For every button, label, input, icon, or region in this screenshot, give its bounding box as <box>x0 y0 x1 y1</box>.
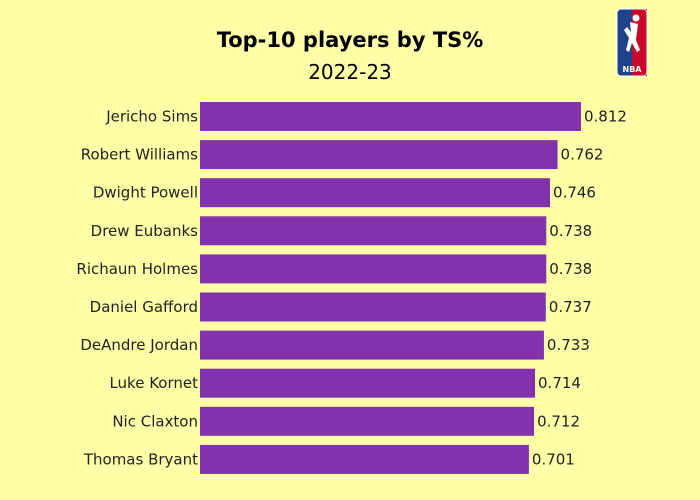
bar-5 <box>200 292 546 322</box>
nba-logo-icon: NBA <box>616 8 648 77</box>
value-label-7: 0.714 <box>538 374 581 392</box>
value-label-9: 0.701 <box>532 450 575 468</box>
category-label-9: Thomas Bryant <box>83 450 198 468</box>
category-label-1: Robert Williams <box>81 146 198 164</box>
nba-logo-text: NBA <box>623 65 643 74</box>
value-label-4: 0.738 <box>549 260 592 278</box>
category-label-6: DeAndre Jordan <box>80 336 198 354</box>
bar-8 <box>200 406 535 436</box>
value-label-3: 0.738 <box>549 222 592 240</box>
chart-title: Top-10 players by TS% <box>216 28 484 52</box>
value-label-6: 0.733 <box>547 336 590 354</box>
category-label-8: Nic Claxton <box>112 412 198 430</box>
bar-0 <box>200 102 581 131</box>
value-label-0: 0.812 <box>584 108 627 126</box>
category-label-2: Dwight Powell <box>93 184 198 202</box>
bar-4 <box>200 254 547 284</box>
bar-3 <box>200 216 547 246</box>
chart-subtitle: 2022-23 <box>308 60 392 84</box>
category-label-3: Drew Eubanks <box>91 222 199 240</box>
category-label-4: Richaun Holmes <box>76 260 198 278</box>
value-label-8: 0.712 <box>537 412 580 430</box>
category-label-7: Luke Kornet <box>109 374 198 392</box>
bar-1 <box>200 140 558 170</box>
bar-2 <box>200 178 551 208</box>
value-label-5: 0.737 <box>549 298 592 316</box>
bar-6 <box>200 330 544 360</box>
bar-7 <box>200 368 536 398</box>
value-label-1: 0.762 <box>561 146 604 164</box>
value-label-2: 0.746 <box>553 184 596 202</box>
category-label-5: Daniel Gafford <box>90 298 198 316</box>
bar-9 <box>200 444 529 474</box>
category-label-0: Jericho Sims <box>105 108 198 126</box>
